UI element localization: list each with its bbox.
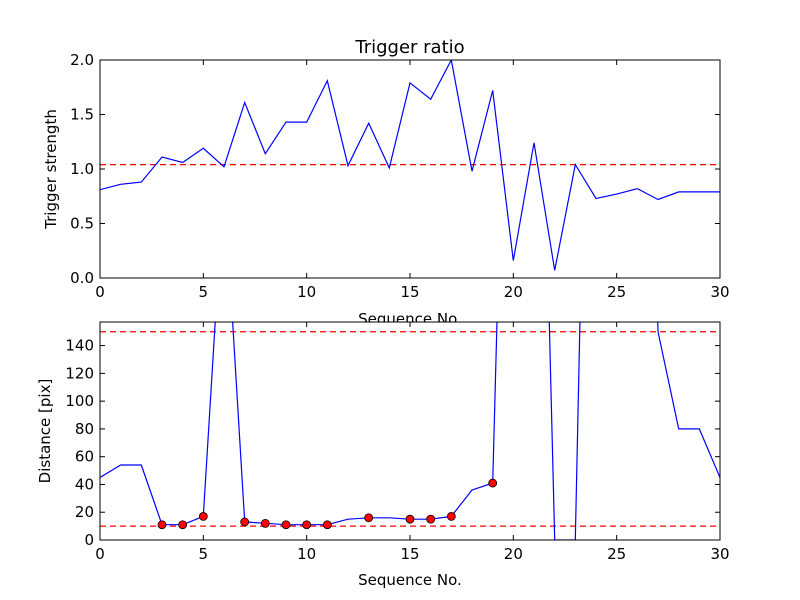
data-point bbox=[302, 520, 312, 530]
data-point bbox=[281, 520, 291, 530]
plot-title: Trigger ratio bbox=[354, 37, 464, 58]
data-line bbox=[100, 60, 720, 271]
x-axis-label: Sequence No. bbox=[358, 571, 462, 589]
x-tick-label: 5 bbox=[199, 545, 209, 563]
data-point bbox=[364, 513, 374, 523]
y-tick-label: 100 bbox=[65, 392, 94, 410]
x-tick-layer: 0 5 10 15 20 25 30 bbox=[95, 322, 730, 563]
y-axis-label: Trigger strength bbox=[42, 109, 60, 230]
data-point bbox=[198, 511, 208, 521]
y-tick-label: 1.0 bbox=[70, 160, 94, 178]
data-point bbox=[446, 511, 456, 521]
x-tick-label: 20 bbox=[504, 283, 523, 301]
x-tick-layer: 0 5 10 15 20 25 30 bbox=[95, 60, 730, 301]
x-tick-label: 30 bbox=[710, 283, 729, 301]
data-point bbox=[405, 514, 415, 524]
x-tick-label: 10 bbox=[297, 545, 316, 563]
y-tick-label: 40 bbox=[75, 475, 94, 493]
data-point bbox=[488, 478, 498, 488]
series-layer bbox=[100, 60, 720, 271]
x-tick-label: 25 bbox=[607, 545, 626, 563]
y-tick-label: 0.0 bbox=[70, 269, 94, 287]
x-tick-label: 20 bbox=[504, 545, 523, 563]
y-tick-label: 140 bbox=[65, 337, 94, 355]
x-tick-label: 25 bbox=[607, 283, 626, 301]
x-tick-label: 15 bbox=[400, 545, 419, 563]
x-tick-label: 15 bbox=[400, 283, 419, 301]
y-tick-label: 60 bbox=[75, 448, 94, 466]
x-tick-label: 30 bbox=[710, 545, 729, 563]
y-tick-label: 0.5 bbox=[70, 215, 94, 233]
x-tick-label: 5 bbox=[199, 283, 209, 301]
data-point bbox=[426, 514, 436, 524]
trigger-ratio-plot: Trigger ratio 0 5 10 15 20 25 30 0.0 0.5 1.0 1.5 2… bbox=[42, 37, 730, 328]
y-tick-label: 120 bbox=[65, 364, 94, 382]
data-point bbox=[322, 520, 332, 530]
y-tick-label: 20 bbox=[75, 503, 94, 521]
distance-plot: 0 5 10 15 20 25 30 0 20 40 60 80 100 120 140 Sequence… bbox=[36, 321, 730, 589]
y-tick-label: 2.0 bbox=[70, 51, 94, 69]
y-tick-layer: 0.0 0.5 1.0 1.5 2.0 bbox=[70, 51, 720, 287]
data-point bbox=[178, 520, 188, 530]
y-tick-layer: 0 20 40 60 80 100 120 140 bbox=[65, 337, 720, 549]
data-point bbox=[260, 518, 270, 528]
x-tick-label: 0 bbox=[95, 283, 105, 301]
series-layer bbox=[100, 322, 720, 540]
plot-area bbox=[100, 322, 720, 540]
y-axis-label: Distance [pix] bbox=[36, 379, 54, 484]
data-point bbox=[240, 517, 250, 527]
y-tick-label: 80 bbox=[75, 420, 94, 438]
y-tick-label: 1.5 bbox=[70, 106, 94, 124]
x-tick-label: 10 bbox=[297, 283, 316, 301]
y-tick-label: 0 bbox=[84, 531, 94, 549]
x-tick-label: 0 bbox=[95, 545, 105, 563]
data-point bbox=[157, 520, 167, 530]
plot-area bbox=[100, 60, 720, 278]
